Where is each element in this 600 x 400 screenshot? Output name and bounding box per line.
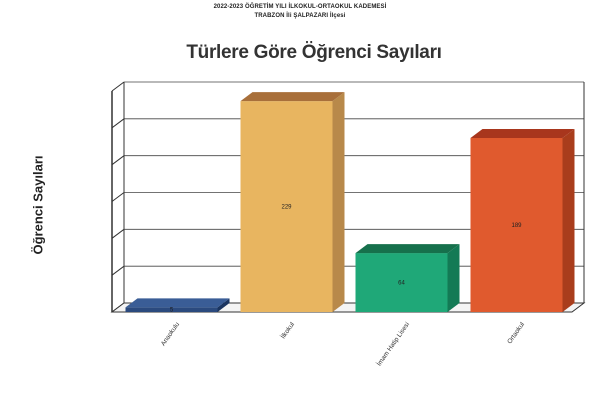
- bar-front: [240, 101, 333, 312]
- bar-1: [125, 298, 230, 312]
- bar-side: [562, 128, 575, 312]
- bar-side: [217, 298, 230, 312]
- category-label: İlkokul: [278, 320, 296, 341]
- bar-top: [240, 92, 345, 102]
- gridline-depth: [111, 118, 125, 129]
- category-label: Ortaokul: [506, 321, 526, 346]
- data-label: 229: [281, 205, 292, 211]
- category-label: Anaokulu: [160, 321, 182, 348]
- gridline-depth: [111, 228, 125, 239]
- gridline-depth: [111, 265, 125, 276]
- gridline-depth: [111, 192, 125, 202]
- data-label: 64: [398, 281, 405, 287]
- bar-4: [470, 128, 575, 312]
- gridline-depth: [111, 81, 125, 92]
- bar-top: [470, 128, 575, 138]
- bars: [125, 92, 575, 312]
- bar-2: [240, 92, 345, 312]
- bar-top: [125, 298, 230, 308]
- bar-top: [355, 244, 460, 254]
- bar-side: [332, 92, 345, 312]
- category-label: İmam Hatip Lisesi: [374, 320, 411, 367]
- bar-front: [470, 137, 563, 312]
- bar-3: [355, 244, 460, 312]
- bar-front: [355, 253, 448, 312]
- data-label: 189: [511, 223, 522, 229]
- data-label: 5: [170, 308, 174, 314]
- bar-front: [125, 307, 218, 312]
- gridline-depth: [111, 155, 125, 166]
- bar-side: [447, 244, 460, 312]
- header-line-2: TRABZON İli ŞALPAZARI İlçesi: [254, 13, 346, 19]
- header-line-1: 2022-2023 ÖĞRETİM YILI İLKOKUL-ORTAOKUL …: [213, 4, 387, 10]
- chart-title: Türlere Göre Öğrenci Sayıları: [186, 42, 442, 63]
